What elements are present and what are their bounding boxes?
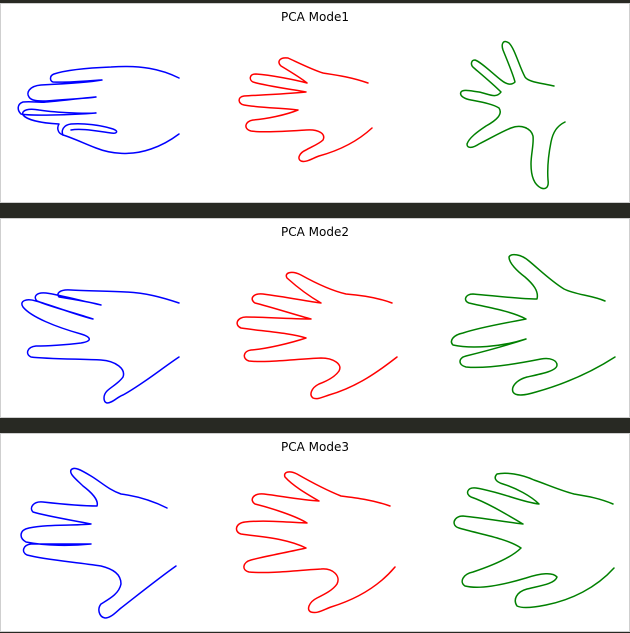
pca-mode-1-panel: PCA Mode1 [0, 3, 630, 203]
hand-outline-green [454, 473, 614, 607]
finger-inner-blue [62, 124, 116, 135]
hand-outline-green [461, 42, 565, 189]
hand-outline-blue [21, 468, 176, 618]
hand-outline-red [236, 472, 395, 613]
hand-outline-red [237, 272, 397, 398]
hand-outline-blue [22, 290, 179, 403]
hand-outline-blue [18, 66, 179, 153]
pca-mode-2-plot [1, 219, 629, 417]
hand-outline-green [451, 255, 615, 395]
hand-outline-red [239, 58, 372, 162]
pca-mode-3-panel: PCA Mode3 [0, 433, 630, 632]
pca-mode-3-plot [1, 434, 629, 632]
pca-mode-2-panel: PCA Mode2 [0, 218, 630, 418]
pca-mode-1-plot [1, 4, 629, 202]
